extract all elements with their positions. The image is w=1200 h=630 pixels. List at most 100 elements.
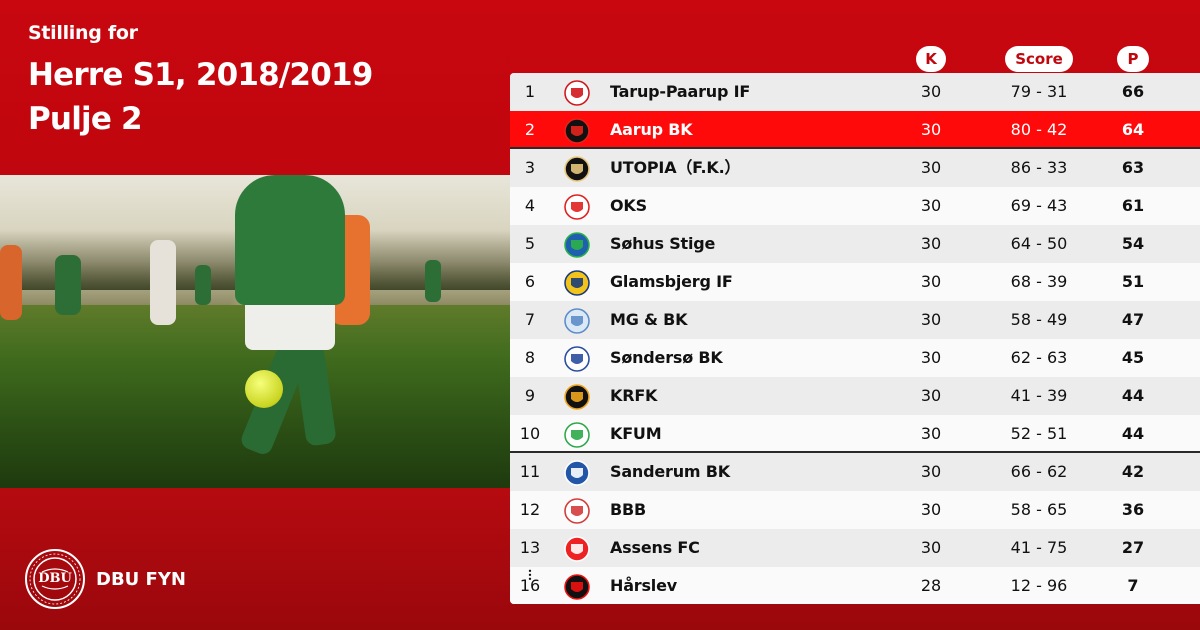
table-row: 7 MG & BK 30 58 - 49 47 [510,301,1200,339]
row-matches: 30 [920,386,942,405]
table-row: 9 KRFK 30 41 - 39 44 [510,377,1200,415]
sohus-stige-crest-icon [564,232,590,258]
football-photo [0,175,510,488]
row-team-name: Hårslev [610,576,677,595]
sonderso-crest-icon [564,346,590,372]
utopia-crest-icon [564,156,590,182]
table-row: 12 BBB 30 58 - 65 36 [510,491,1200,529]
row-matches: 30 [920,538,942,557]
row-position: 5 [524,234,536,253]
mg-bk-crest-icon [564,308,590,334]
row-score: 66 - 62 [1010,462,1068,481]
row-points: 45 [1121,348,1145,367]
row-points: 27 [1121,538,1145,557]
photo-player [0,245,22,320]
row-team-name: Søndersø BK [610,348,723,367]
oks-crest-icon [564,194,590,220]
row-team-name: KRFK [610,386,658,405]
standings-table: 1 Tarup-Paarup IF 30 79 - 31 66 2 Aarup BK 30 80… [510,73,1200,604]
row-team-name: Sanderum BK [610,462,730,481]
logo-text: DBU [38,571,72,586]
row-score: 52 - 51 [1010,424,1068,443]
table-row: 11 Sanderum BK 30 66 - 62 42 [510,453,1200,491]
heading: Stilling for Herre S1, 2018/2019 Pulje 2 [28,22,373,141]
row-team-name: UTOPIA（F.K.） [610,158,741,177]
table-row: 6 Glamsbjerg IF 30 68 - 39 51 [510,263,1200,301]
row-team-name: KFUM [610,424,662,443]
row-points: 44 [1121,424,1145,443]
row-matches: 30 [920,120,942,139]
row-score: 68 - 39 [1010,272,1068,291]
row-matches: 30 [920,82,942,101]
row-position: 16 [519,576,541,595]
row-position: 11 [519,462,541,481]
heading-title-line1: Herre S1, 2018/2019 [28,57,373,93]
row-matches: 28 [920,576,942,595]
brand: DBU DBU FYN [24,548,186,610]
row-matches: 30 [920,424,942,443]
row-points: 61 [1121,196,1145,215]
row-score: 69 - 43 [1010,196,1068,215]
table-row: 5 Søhus Stige 30 64 - 50 54 [510,225,1200,263]
row-team-name: BBB [610,500,646,519]
harslev-crest-icon [564,574,590,600]
row-team-name: Glamsbjerg IF [610,272,733,291]
glamsbjerg-crest-icon [564,270,590,296]
column-header-k: K [916,46,946,72]
row-matches: 30 [920,196,942,215]
row-points: 36 [1121,500,1145,519]
row-team-name: OKS [610,196,647,215]
row-matches: 30 [920,500,942,519]
bbb-crest-icon [564,498,590,524]
row-matches: 30 [920,234,942,253]
column-header-p: P [1117,46,1149,72]
row-score: 86 - 33 [1010,158,1068,177]
row-score: 79 - 31 [1010,82,1068,101]
sanderum-crest-icon [564,460,590,486]
row-score: 80 - 42 [1010,120,1068,139]
row-score: 12 - 96 [1010,576,1068,595]
assens-crest-icon [564,536,590,562]
row-points: 51 [1121,272,1145,291]
table-row: 2 Aarup BK 30 80 - 42 64 [510,111,1200,149]
table-row: 4 OKS 30 69 - 43 61 [510,187,1200,225]
row-matches: 30 [920,462,942,481]
row-points: 54 [1121,234,1145,253]
row-matches: 30 [920,158,942,177]
dbu-logo-icon [25,549,85,609]
table-row: 3 UTOPIA（F.K.） 30 86 - 33 63 [510,149,1200,187]
row-position: 3 [524,158,536,177]
ellipsis-dots-icon: • • • [527,567,533,584]
heading-subtitle: Stilling for [28,22,138,44]
photo-player [235,175,345,305]
row-team-name: Assens FC [610,538,700,557]
aarup-bk-crest-icon [564,118,590,144]
row-team-name: Aarup BK [610,120,693,139]
kfum-crest-icon [564,422,590,448]
row-position: 1 [524,82,536,101]
row-position: 8 [524,348,536,367]
row-points: 42 [1121,462,1145,481]
table-row: 8 Søndersø BK 30 62 - 63 45 [510,339,1200,377]
table-row: 1 Tarup-Paarup IF 30 79 - 31 66 [510,73,1200,111]
row-points: 44 [1121,386,1145,405]
row-position: 12 [519,500,541,519]
photo-player [55,255,81,315]
photo-player [195,265,211,305]
row-team-name: MG & BK [610,310,688,329]
column-header-score: Score [1005,46,1073,72]
brand-name: DBU FYN [96,568,186,590]
row-score: 64 - 50 [1010,234,1068,253]
row-position: 13 [519,538,541,557]
row-position: 2 [524,120,536,139]
row-score: 41 - 75 [1010,538,1068,557]
row-position: 6 [524,272,536,291]
heading-title-line2: Pulje 2 [28,101,143,137]
row-matches: 30 [920,310,942,329]
row-position: 10 [519,424,541,443]
row-score: 58 - 49 [1010,310,1068,329]
row-points: 66 [1121,82,1145,101]
row-score: 41 - 39 [1010,386,1068,405]
row-points: 63 [1121,158,1145,177]
row-team-name: Søhus Stige [610,234,716,253]
